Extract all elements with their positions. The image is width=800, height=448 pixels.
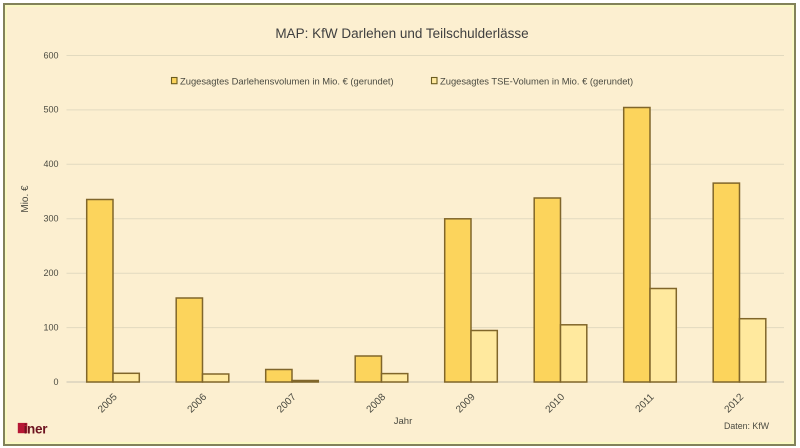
svg-text:100: 100 xyxy=(43,322,58,332)
svg-text:iner: iner xyxy=(24,421,49,436)
svg-text:500: 500 xyxy=(43,105,58,115)
svg-text:2010: 2010 xyxy=(544,392,568,416)
svg-text:Daten: KfW: Daten: KfW xyxy=(724,421,770,431)
svg-text:2006: 2006 xyxy=(186,392,210,416)
svg-text:Jahr: Jahr xyxy=(394,416,412,427)
svg-text:600: 600 xyxy=(43,50,58,60)
svg-text:Mio. €: Mio. € xyxy=(20,185,31,213)
svg-text:Zugesagtes TSE-Volumen in Mio.: Zugesagtes TSE-Volumen in Mio. € (gerund… xyxy=(440,76,633,87)
svg-text:300: 300 xyxy=(43,214,58,224)
svg-text:200: 200 xyxy=(43,268,58,278)
svg-text:2005: 2005 xyxy=(96,392,120,416)
svg-text:2007: 2007 xyxy=(275,392,299,416)
svg-text:2009: 2009 xyxy=(454,392,478,416)
svg-text:2012: 2012 xyxy=(723,392,747,416)
svg-text:MAP: KfW Darlehen und Teilschu: MAP: KfW Darlehen und Teilschulderlässe xyxy=(275,26,528,41)
svg-text:400: 400 xyxy=(43,159,58,169)
svg-text:Zugesagtes Darlehensvolumen in: Zugesagtes Darlehensvolumen in Mio. € (g… xyxy=(180,76,394,87)
svg-text:2008: 2008 xyxy=(365,392,389,416)
svg-text:2011: 2011 xyxy=(634,392,657,415)
svg-text:0: 0 xyxy=(53,377,58,387)
